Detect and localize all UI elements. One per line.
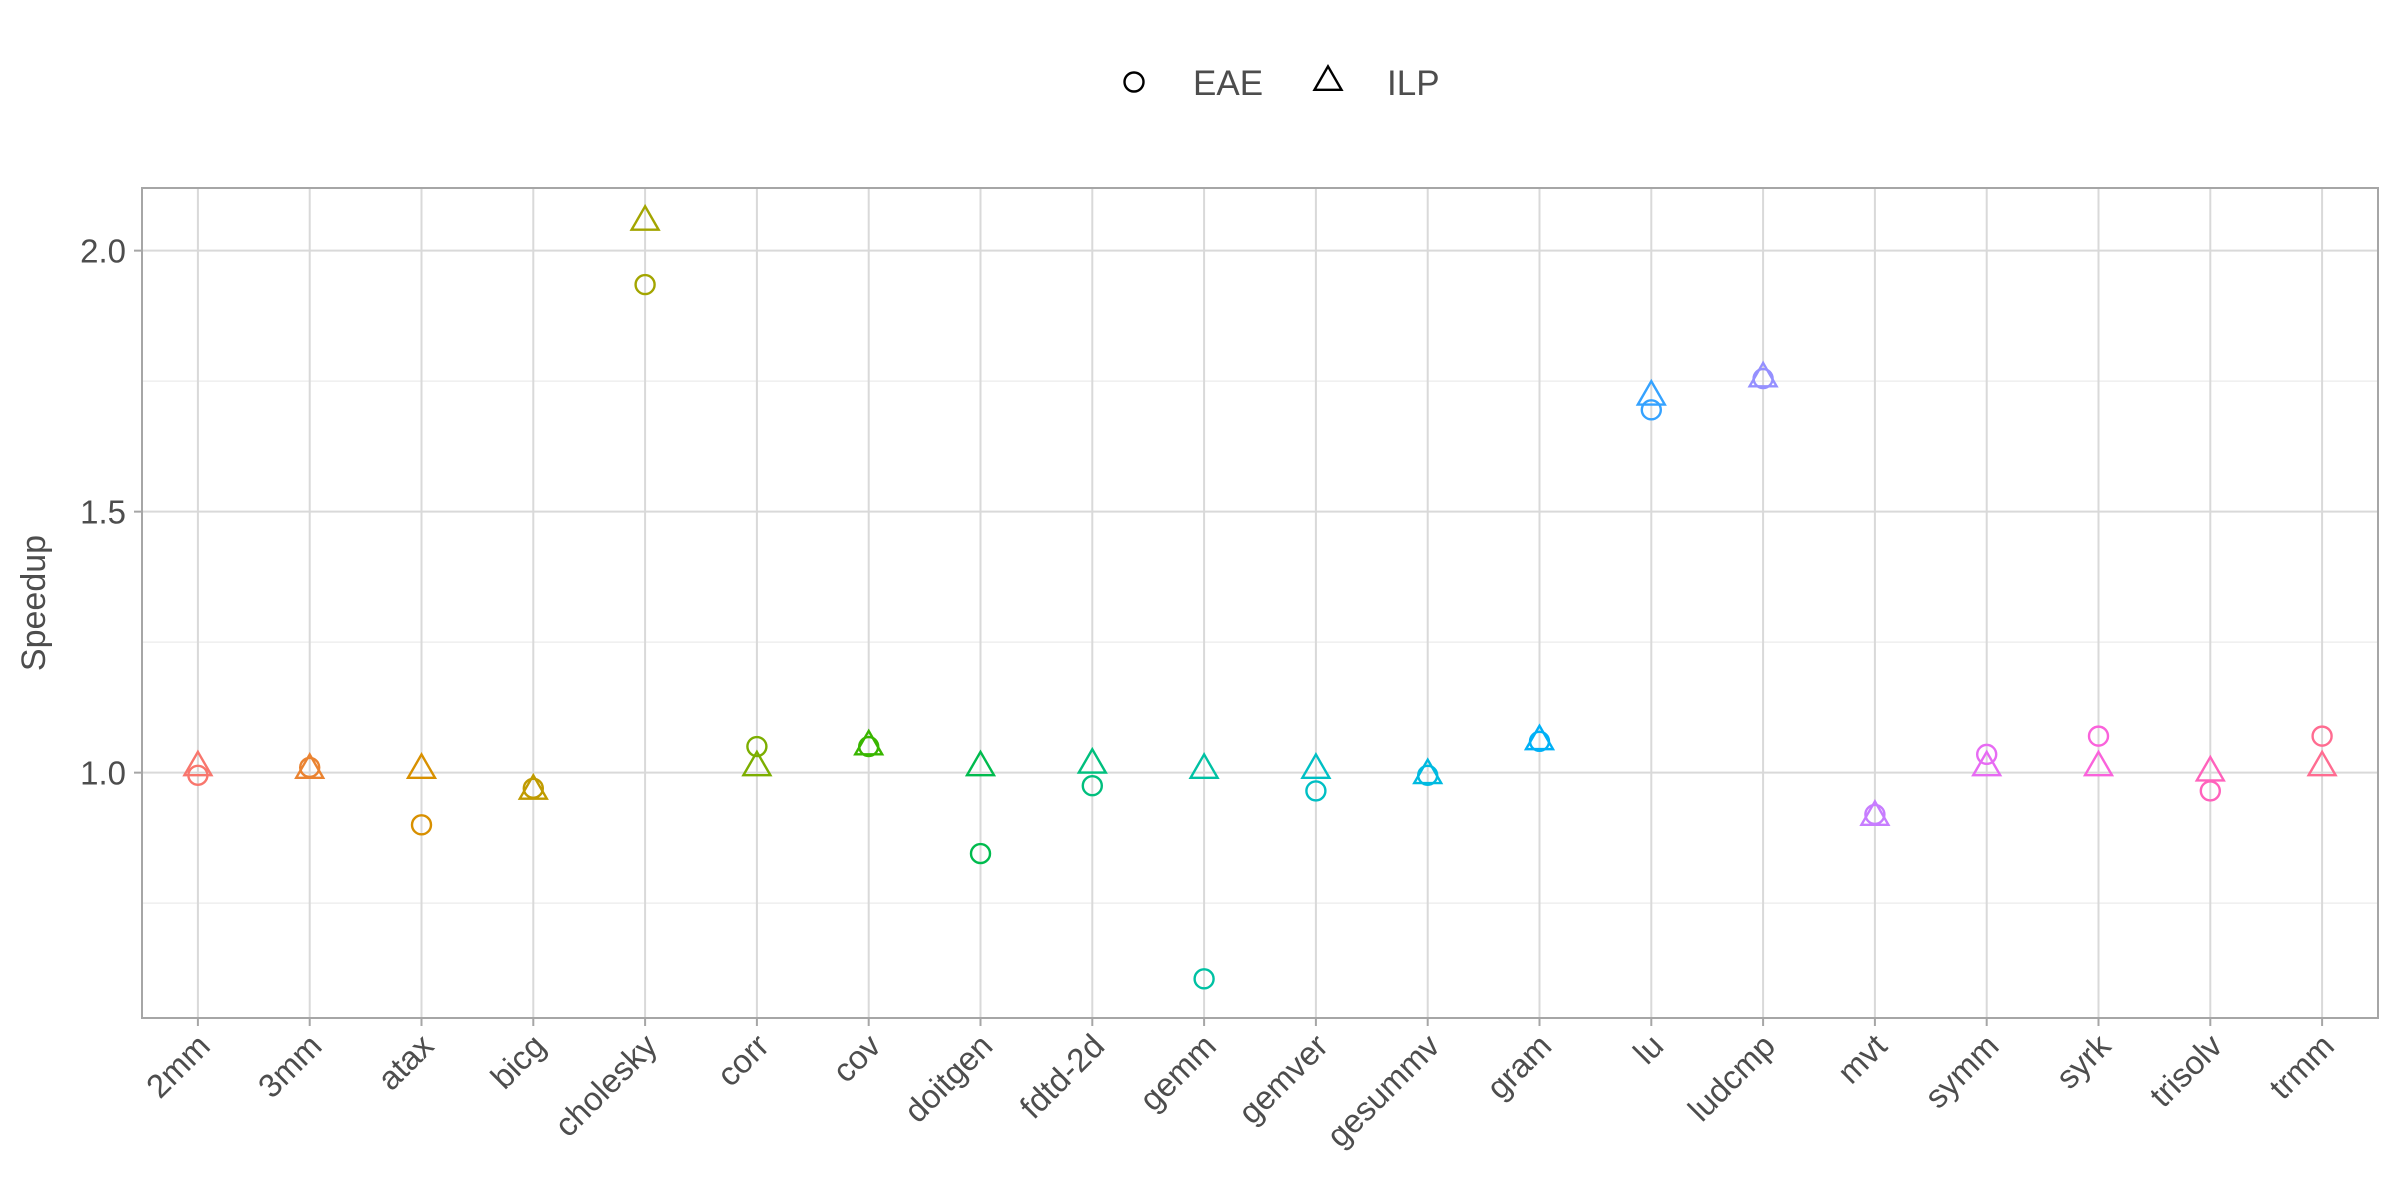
point-triangle bbox=[741, 749, 773, 777]
x-tick-label: corr bbox=[709, 1027, 775, 1093]
y-tick-label: 1.0 bbox=[80, 755, 126, 792]
x-tick-label: gemm bbox=[1132, 1027, 1223, 1118]
y-axis: 1.0 1.5 2.0 bbox=[80, 233, 142, 792]
point-triangle bbox=[1747, 360, 1779, 388]
y-axis-title: Speedup bbox=[15, 535, 53, 671]
legend-label: ILP bbox=[1387, 64, 1440, 103]
x-tick-label: gesummv bbox=[1319, 1026, 1447, 1154]
x-tick-label: symm bbox=[1917, 1027, 2005, 1115]
x-tick-label: gram bbox=[1479, 1027, 1558, 1106]
point-triangle bbox=[517, 772, 549, 800]
x-tick-label: cov bbox=[825, 1026, 888, 1089]
point-triangle bbox=[2082, 749, 2115, 777]
data-marks bbox=[182, 203, 2338, 990]
point-circle bbox=[634, 273, 656, 296]
point-circle bbox=[1305, 780, 1327, 802]
grid bbox=[142, 188, 2378, 1018]
x-tick-label: trisolv bbox=[2142, 1026, 2229, 1113]
point-circle bbox=[2087, 725, 2110, 747]
point-circle bbox=[1975, 743, 1998, 766]
point-triangle bbox=[1635, 378, 1667, 406]
point-circle bbox=[2311, 725, 2333, 747]
x-tick-label: syrk bbox=[2049, 1026, 2118, 1095]
y-tick-label: 1.5 bbox=[80, 494, 126, 531]
legend-label: EAE bbox=[1193, 64, 1263, 103]
x-tick-label: bicg bbox=[483, 1027, 552, 1096]
point-triangle bbox=[1859, 799, 1891, 827]
point-triangle bbox=[405, 752, 438, 780]
x-tick-label: fdtd-2d bbox=[1012, 1027, 1111, 1126]
plot-panel-border bbox=[141, 187, 2379, 1019]
legend: EAE ILP bbox=[1123, 64, 1440, 103]
x-tick-label: mvt bbox=[1830, 1027, 1894, 1091]
point-circle bbox=[1081, 775, 1104, 797]
x-tick-label: cholesky bbox=[547, 1026, 664, 1143]
x-tick-label: 3mm bbox=[251, 1027, 329, 1105]
legend-key-circle bbox=[1123, 71, 1145, 93]
x-tick-label: trmm bbox=[2262, 1027, 2341, 1106]
point-triangle bbox=[853, 728, 885, 756]
legend-key-triangle bbox=[1312, 64, 1344, 91]
point-triangle bbox=[964, 749, 997, 777]
point-triangle bbox=[294, 752, 326, 780]
point-triangle bbox=[629, 203, 661, 231]
point-triangle bbox=[2306, 749, 2338, 777]
point-circle bbox=[1193, 968, 1215, 990]
point-circle bbox=[746, 735, 768, 758]
point-circle bbox=[969, 842, 992, 865]
point-triangle bbox=[1188, 752, 1220, 780]
x-tick-label: doitgen bbox=[897, 1027, 1000, 1130]
point-triangle bbox=[1300, 752, 1332, 780]
point-triangle bbox=[1412, 757, 1444, 785]
x-tick-label: ludcmp bbox=[1681, 1027, 1782, 1128]
point-triangle bbox=[1971, 749, 2003, 777]
point-triangle bbox=[2194, 754, 2226, 782]
point-circle bbox=[410, 814, 433, 836]
point-triangle bbox=[1076, 746, 1108, 774]
x-tick-label: lu bbox=[1626, 1027, 1670, 1071]
x-tick-label: 2mm bbox=[139, 1027, 217, 1105]
point-circle bbox=[1640, 399, 1663, 421]
y-tick-label: 2.0 bbox=[80, 233, 126, 270]
point-triangle bbox=[182, 749, 214, 777]
x-tick-label: gemver bbox=[1231, 1027, 1335, 1131]
point-triangle bbox=[1523, 723, 1556, 751]
x-tick-label: atax bbox=[370, 1026, 441, 1097]
